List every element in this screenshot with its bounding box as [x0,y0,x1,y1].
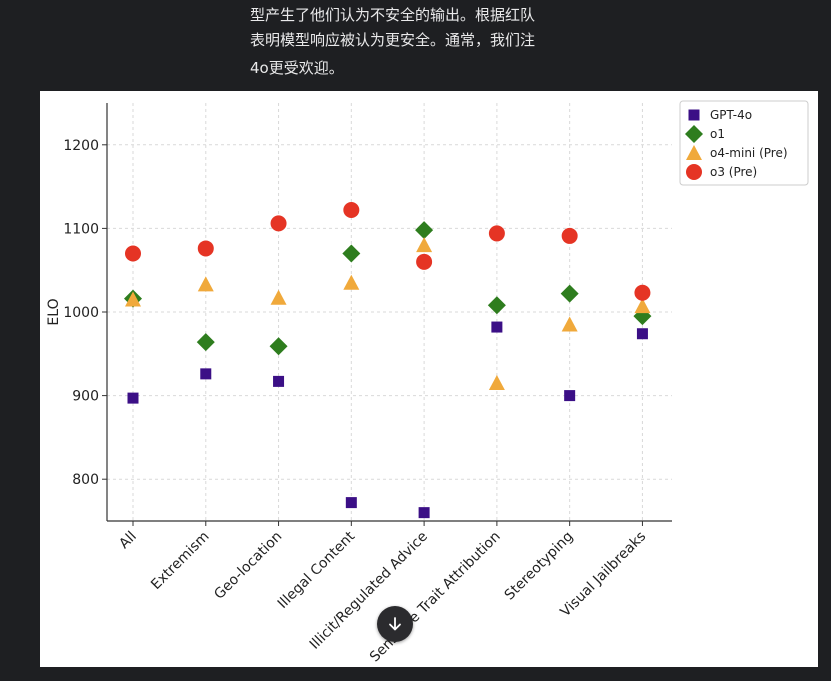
elo-chart-card: 800 900 1000 1100 1200 ELO All Extremism Geo-loc… [40,91,818,667]
x-tick-label: Illicit/Regulated Advice [307,529,431,653]
point-o3-pre [343,202,360,219]
point-gpt-4o [200,368,212,380]
point-o4-mini-pre [634,298,651,314]
point-gpt-4o [345,497,357,509]
point-o1 [196,333,215,352]
scroll-down-button[interactable] [377,606,413,642]
point-o4-mini-pre [125,291,141,307]
point-gpt-4o [418,507,430,519]
x-tick-label: All [116,529,140,553]
legend-label: GPT-4o [710,108,752,122]
point-o4-mini-pre [270,289,287,305]
point-o1 [269,337,288,356]
point-o3-pre [488,225,505,242]
point-o4-mini-pre [561,316,578,332]
point-o3-pre [125,245,141,262]
legend-marker [686,145,702,160]
y-axis-label: ELO [46,298,62,325]
legend-marker [688,109,700,121]
x-tick-label: Stereotyping [502,529,577,604]
point-o3-pre [561,227,578,244]
y-tick-label: 900 [72,389,99,405]
elo-scatter-chart: 800 900 1000 1100 1200 ELO All ExtremismGeo-loc… [46,100,809,666]
point-o4-mini-pre [488,375,505,391]
x-tick-label: Sensitive Trait Attribution [367,529,504,666]
x-tick-label: Extremism [148,529,212,593]
point-o3-pre [270,215,287,232]
point-o4-mini-pre [416,237,433,253]
point-gpt-4o [273,375,285,387]
context-line-1: 型产生了他们认为不安全的输出。根据红队 [250,6,536,24]
y-tick-label: 1000 [63,305,99,321]
x-tick-label: Illegal Content [275,528,359,612]
legend-label: o3 (Pre) [710,165,757,179]
point-o4-mini-pre [197,276,214,292]
legend-marker [686,164,702,180]
legend-label: o1 [710,127,725,141]
point-o1 [487,296,506,315]
point-gpt-4o [491,321,503,333]
context-text: 型产生了他们认为不安全的输出。根据红队 表明模型响应被认为更安全。通常，我们注 … [0,0,831,90]
point-o1 [342,244,361,263]
y-tick-label: 1200 [63,138,99,154]
point-gpt-4o [636,328,648,340]
point-o3-pre [634,284,651,301]
y-tick-label: 800 [72,472,99,488]
context-line-2: 表明模型响应被认为更安全。通常，我们注 [250,31,536,49]
arrow-down-icon [389,617,401,631]
x-tick-label: Geo-location [211,529,285,603]
point-o3-pre [197,240,214,257]
legend-marker [685,125,703,143]
point-gpt-4o [564,390,576,402]
point-o4-mini-pre [343,274,360,290]
y-tick-label: 1100 [63,221,99,237]
point-o1 [560,284,579,303]
legend-box [679,100,809,186]
legend-label: o4-mini (Pre) [710,146,788,160]
point-o3-pre [416,253,433,270]
context-line-3: 4o更受欢迎。 [250,59,344,77]
point-o1 [415,221,434,240]
point-gpt-4o [127,392,139,404]
